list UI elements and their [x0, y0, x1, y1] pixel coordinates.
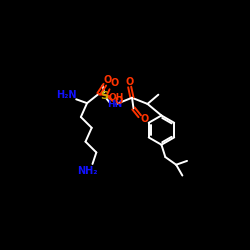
Text: O: O — [104, 75, 112, 85]
Text: S: S — [100, 91, 108, 101]
Text: O: O — [115, 96, 123, 106]
Text: O: O — [110, 78, 118, 88]
Text: O: O — [126, 77, 134, 87]
Text: H₂N: H₂N — [56, 90, 76, 101]
Text: NH₂: NH₂ — [77, 166, 97, 176]
Text: OH: OH — [108, 93, 124, 102]
Text: HN: HN — [107, 100, 122, 109]
Text: O: O — [140, 114, 148, 124]
